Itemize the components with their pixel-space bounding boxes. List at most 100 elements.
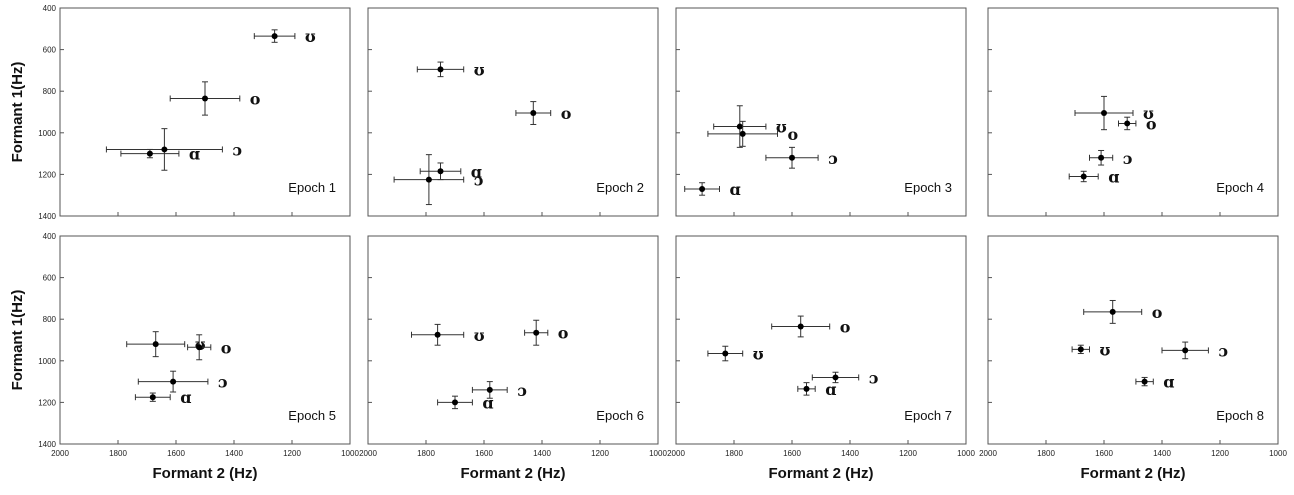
vowel-label: ɔ [869,368,879,387]
data-marker [739,130,746,137]
y-tick-label: 1200 [38,170,56,179]
vowel-label: ʊ [776,118,787,137]
panel-epoch-1: 400 600 800 1000 1200 1400 Epoch 1 ʊ o ɔ ɑ Formant … [9,4,351,221]
x-axis-title: Formant 2 (Hz) [461,465,566,482]
vowel-label: ɑ [482,393,493,412]
data-marker [437,66,444,73]
data-point-3: ɔ [137,370,228,393]
x-axis-title: Formant 2 (Hz) [1081,465,1186,482]
x-tick-label: 1400 [225,449,243,458]
vowel-label: o [1152,303,1163,322]
data-point-2: ʊ [707,345,764,364]
epoch-title: Epoch 3 [904,180,952,195]
vowel-label: ʊ [474,60,485,79]
y-tick-label: 1400 [38,440,56,449]
epoch-title: Epoch 5 [288,408,336,423]
y-axis-title: Formant 1(Hz) [9,290,26,391]
data-marker [699,185,706,192]
x-tick-label: 1000 [341,449,359,458]
plot-frame [675,7,967,217]
data-marker [722,350,729,357]
data-marker [437,168,444,175]
data-marker [271,33,278,40]
data-marker [533,329,540,336]
vowel-label: ɑ [730,180,741,199]
vowel-label: ɑ [471,162,482,181]
data-point-3: ɔ [765,146,838,169]
data-point-4: ɑ [1135,373,1174,392]
x-axis-title: Formant 2 (Hz) [153,465,258,482]
panel-epoch-2: Epoch 2 ʊ o ɑɔ [367,7,659,217]
y-tick-label: 1000 [38,129,56,138]
data-point-2: o [169,81,261,116]
x-tick-label: 1800 [417,449,435,458]
x-tick-label: 1000 [1269,449,1287,458]
data-point-4: ɑ [1068,167,1119,186]
plot-frame [675,235,967,445]
x-tick-label: 1600 [475,449,493,458]
plot-frame [367,7,659,217]
plot-frame [367,235,659,445]
x-tick-label: 1800 [109,449,127,458]
data-marker [1098,154,1105,161]
data-marker [1182,347,1189,354]
vowel-label: ɑ [825,380,836,399]
vowel-label: o [561,104,572,123]
x-tick-label: 2000 [667,449,685,458]
data-marker [803,385,810,392]
data-point-4: ɔ [393,154,484,206]
x-tick-label: 2000 [51,449,69,458]
vowel-label: ɔ [474,171,484,190]
x-tick-label: 1600 [1095,449,1113,458]
vowel-label: o [558,324,569,343]
data-point-1: ʊ [416,60,485,79]
vowel-label: ɑ [1108,167,1119,186]
data-point-2: o [187,334,232,361]
data-point-3: ɔ [1089,149,1133,168]
data-point-1: ʊ [713,105,787,148]
x-tick-label: 1400 [841,449,859,458]
y-tick-label: 400 [43,4,57,13]
data-marker [149,394,156,401]
data-point-1: ʊ [411,323,485,346]
data-point-1: ʊ [253,27,316,46]
x-tick-label: 1200 [283,449,301,458]
vowel-label: ʊ [474,326,485,345]
vowel-label: ʊ [305,27,316,46]
vowel-label: ɑ [180,388,191,407]
data-marker [434,331,441,338]
vowel-label: o [221,338,232,357]
data-marker [1077,346,1084,353]
vowel-label: ɔ [1218,341,1228,360]
data-marker [736,123,743,130]
data-marker [486,386,493,393]
data-marker [1101,110,1107,117]
data-point-2: o [707,120,799,147]
data-point-1: o [771,315,851,338]
y-tick-label: 1200 [38,398,56,407]
x-tick-label: 1200 [591,449,609,458]
y-tick-label: 800 [43,87,57,96]
data-point-4: ɑ [120,145,200,164]
data-point-2: o [524,319,569,346]
panel-epoch-8: 2000 1800 1600 1400 1200 1000 Epoch 8 o ʊ ɔ ɑ Forma… [979,235,1287,482]
plot-frame [59,235,351,445]
data-marker [530,110,537,117]
epoch-title: Epoch 6 [596,408,644,423]
data-marker [797,323,804,330]
vowel-label: ɔ [218,373,228,392]
data-point-4: ɑ [684,180,741,199]
data-point-1: ʊ [1074,95,1154,131]
epoch-title: Epoch 1 [288,180,336,195]
y-tick-label: 1400 [38,212,56,221]
y-tick-label: 800 [43,315,57,324]
y-tick-label: 1000 [38,357,56,366]
x-axis-title: Formant 2 (Hz) [769,465,874,482]
epoch-title: Epoch 2 [596,180,644,195]
data-marker [170,378,177,385]
data-marker [1124,120,1131,127]
data-marker [1141,378,1148,385]
vowel-label: ʊ [1100,340,1111,359]
